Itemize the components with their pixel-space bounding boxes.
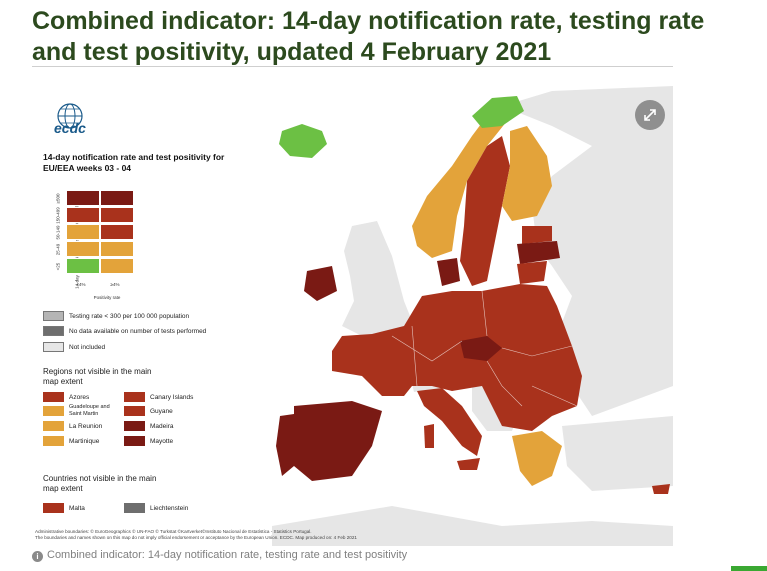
legend-swatch xyxy=(43,311,64,321)
legend-swatch xyxy=(43,342,64,352)
matrix-cell xyxy=(66,241,100,257)
countries-title: Countries not visible in the main map ex… xyxy=(43,474,157,493)
caption-text: Combined indicator: 14-day notification … xyxy=(47,549,408,561)
matrix-cell xyxy=(66,190,100,206)
matrix-x-axis-label: Positivity rate xyxy=(93,295,121,300)
x-tick: <4% xyxy=(76,282,86,287)
country-swatch xyxy=(43,503,64,513)
lithuania-region xyxy=(517,261,547,284)
region-label: Canary Islands xyxy=(150,394,194,401)
latvia-region xyxy=(517,241,560,264)
matrix-cell xyxy=(100,258,134,274)
legend-title: 14-day notification rate and test positi… xyxy=(43,152,225,173)
x-tick: ≥4% xyxy=(110,282,120,287)
region-label: Madeira xyxy=(150,423,174,430)
norway-region xyxy=(412,106,507,258)
iceland-region xyxy=(279,124,327,158)
country-label: Liechtenstein xyxy=(150,505,189,512)
matrix-cell xyxy=(100,190,134,206)
info-icon: i xyxy=(32,551,43,562)
region-label: La Reunion xyxy=(69,423,103,430)
turkey-region xyxy=(562,416,673,491)
estonia-region xyxy=(522,226,552,244)
czechia-region xyxy=(460,336,502,361)
region-label: Guadeloupe and Saint Martin xyxy=(69,404,110,417)
y-tick: <25 xyxy=(55,262,61,271)
finland-region xyxy=(502,126,552,221)
sicily-region xyxy=(457,458,480,470)
region-label: Azores xyxy=(69,394,90,401)
map-footer: Administrative boundaries: © EuroGeograp… xyxy=(35,529,595,541)
matrix-cell xyxy=(66,224,100,240)
page-title: Combined indicator: 14-day notification … xyxy=(32,7,705,66)
denmark-region xyxy=(437,258,460,286)
region-label: Mayotte xyxy=(150,438,174,445)
globe-icon xyxy=(57,103,83,129)
continental-eu-region xyxy=(332,284,582,431)
uk-region xyxy=(342,221,414,336)
footer-line: The boundaries and names shown on this m… xyxy=(35,535,357,541)
matrix-cell xyxy=(100,241,134,257)
ecdc-logo: ecdc xyxy=(54,120,86,136)
russia-region xyxy=(502,86,673,416)
northern-norway-green xyxy=(472,96,524,128)
region-swatch xyxy=(124,406,145,416)
ireland-region xyxy=(304,266,337,301)
region-swatch xyxy=(124,436,145,446)
sweden-region xyxy=(460,136,510,286)
legend-swatch xyxy=(43,326,64,336)
regions-title: Regions not visible in the main map exte… xyxy=(43,367,152,386)
cyprus-region xyxy=(652,484,670,494)
legend-label: No data available on number of tests per… xyxy=(69,328,207,335)
matrix-cell xyxy=(66,258,100,274)
expand-button[interactable] xyxy=(635,100,665,130)
matrix-cell xyxy=(100,207,134,223)
footer-line: Administrative boundaries: © EuroGeograp… xyxy=(35,529,312,534)
africa-region xyxy=(272,506,673,546)
region-swatch xyxy=(43,421,64,431)
accent-bar xyxy=(731,566,767,571)
country-swatch xyxy=(124,503,145,513)
region-swatch xyxy=(124,421,145,431)
region-swatch xyxy=(43,392,64,402)
europe-map xyxy=(32,86,673,546)
spain-region xyxy=(294,401,382,481)
region-swatch xyxy=(124,392,145,402)
greece-region xyxy=(512,431,562,486)
region-swatch xyxy=(43,436,64,446)
region-label: Martinique xyxy=(69,438,100,445)
expand-arrows-icon xyxy=(644,109,656,121)
title-divider xyxy=(32,66,673,67)
legend-label: Not included xyxy=(69,344,106,351)
region-swatch xyxy=(43,406,64,416)
figure-caption: i Combined indicator: 14-day notification… xyxy=(32,549,407,562)
matrix-cell xyxy=(100,224,134,240)
portugal-region xyxy=(276,414,294,476)
legend-label: Testing rate < 300 per 100 000 populatio… xyxy=(69,313,190,320)
map-figure[interactable]: ecdc 14-day notification rate and test p… xyxy=(32,86,673,546)
country-label: Malta xyxy=(69,505,85,512)
italy-region xyxy=(417,388,482,456)
region-label: Guyane xyxy=(150,408,173,415)
matrix-cell xyxy=(66,207,100,223)
sardinia-region xyxy=(424,424,434,448)
